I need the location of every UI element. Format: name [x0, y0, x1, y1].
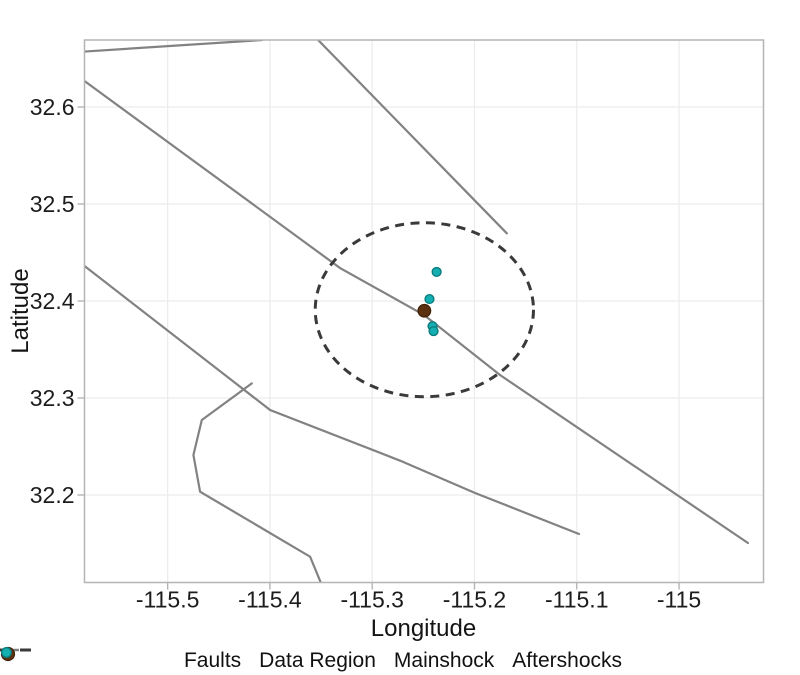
y-tick-label: 32.3 [30, 385, 75, 411]
plot-border [83, 39, 765, 584]
y-tick-label: 32.4 [30, 288, 75, 314]
legend-item-faults: Faults [1, 648, 242, 673]
x-tick-label: -115.2 [443, 587, 507, 613]
legend-item-mainshock-label: Mainshock [393, 649, 495, 672]
fault-line [316, 40, 508, 235]
legend-item-data-region: Data Region [0, 648, 376, 673]
fault-line [192, 382, 322, 583]
aftershock-point [424, 293, 435, 305]
legend-item-mainshock: Mainshock [0, 646, 495, 673]
aftershock-point [431, 266, 442, 278]
x-tick-label: -115.3 [340, 587, 404, 613]
aftershock-dot-icon [1, 647, 12, 658]
fault-line [84, 79, 750, 545]
legend-item-faults-label: Faults [183, 649, 242, 672]
y-tick-label: 32.2 [30, 482, 75, 508]
aftershock-point [428, 325, 439, 337]
x-tick-label: -115 [657, 587, 701, 613]
fault-line [84, 40, 264, 53]
data-region-circle [313, 221, 535, 399]
legend-item-aftershocks-label: Aftershocks [512, 649, 623, 672]
x-axis-title: Longitude [370, 615, 477, 642]
fault-line [84, 264, 581, 536]
y-tick-label: 32.6 [30, 94, 75, 120]
y-tick-label: 32.5 [30, 191, 75, 217]
x-tick-label: -115.4 [238, 587, 302, 613]
faults-layer [84, 40, 750, 583]
x-tick-label: -115.5 [136, 587, 200, 613]
legend: Faults Data Region Mainshock Aftershocks [0, 646, 800, 675]
mainshock-point [417, 303, 432, 318]
legend-item-data-region-label: Data Region [259, 649, 376, 672]
x-tick-label: -115.1 [545, 587, 609, 613]
y-axis-title: Latitude [7, 268, 34, 354]
legend-item-aftershocks: Aftershocks [1, 647, 623, 673]
